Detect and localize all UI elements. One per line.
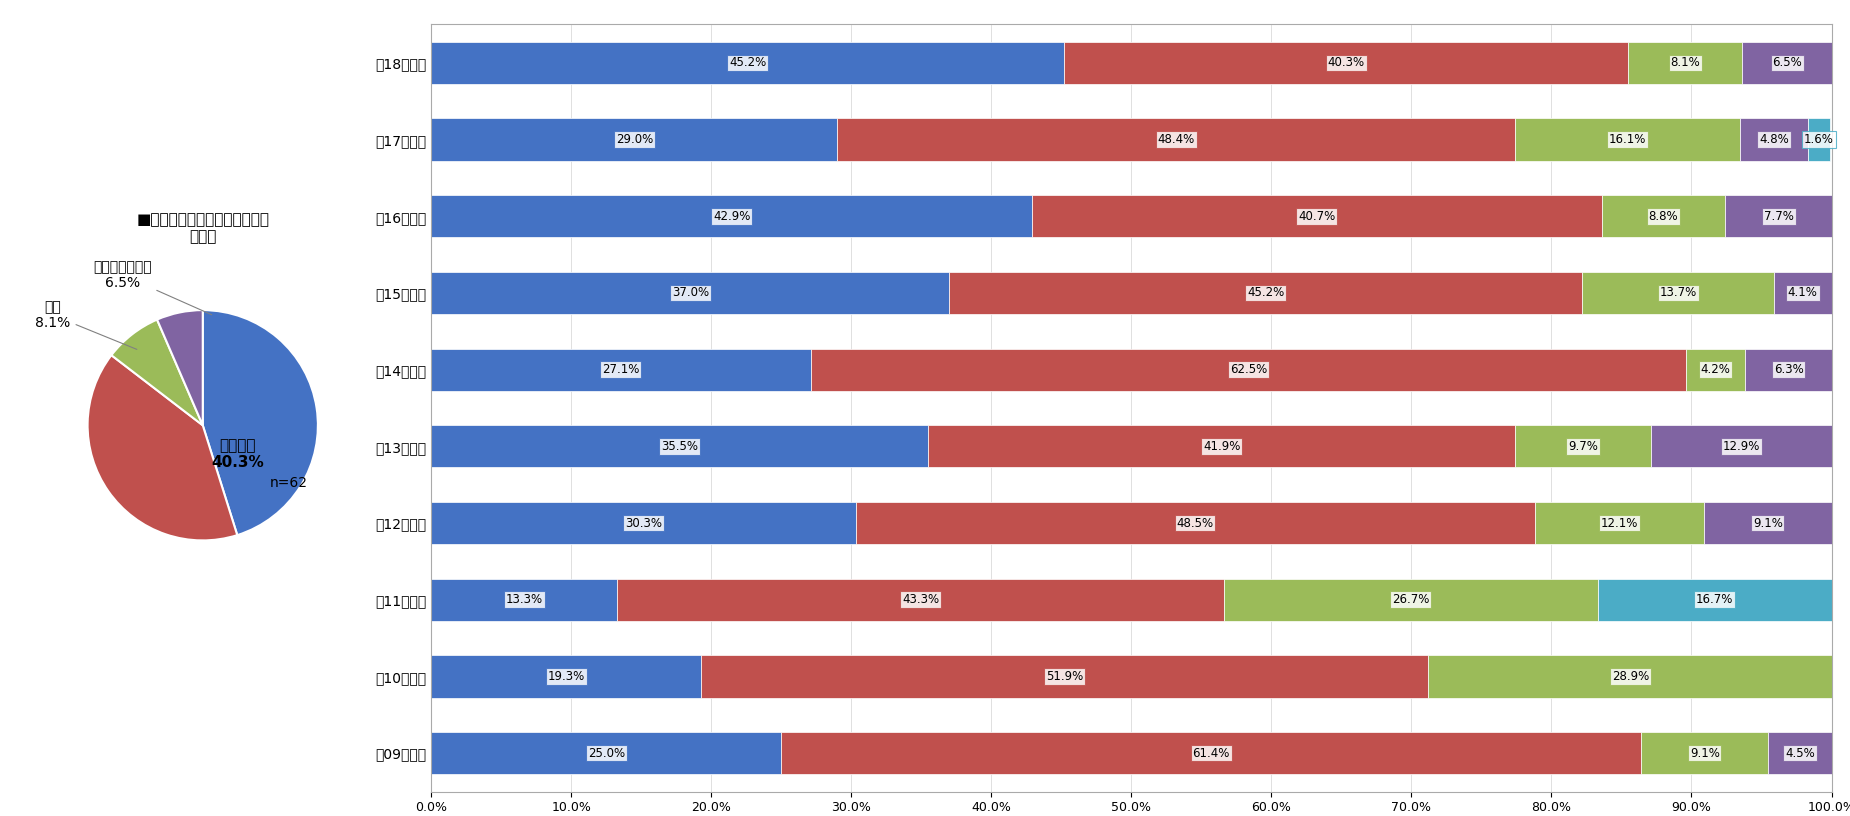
Text: 37.0%: 37.0% [672, 286, 709, 299]
Bar [1685, 348, 1745, 391]
Bar [810, 348, 1685, 391]
Text: 4.1%: 4.1% [1787, 286, 1819, 299]
Bar [1598, 579, 1832, 621]
Bar [1515, 425, 1650, 468]
Text: 61.4%: 61.4% [1193, 747, 1230, 760]
Wedge shape [157, 310, 204, 425]
Bar [431, 348, 810, 391]
Text: 27.1%: 27.1% [603, 363, 640, 376]
Bar [1745, 348, 1833, 391]
Text: 51.9%: 51.9% [1047, 670, 1084, 683]
Text: 62.5%: 62.5% [1230, 363, 1267, 376]
Bar [1724, 195, 1833, 237]
Bar [1641, 732, 1769, 774]
Text: 減少
8.1%: 減少 8.1% [35, 300, 137, 349]
Text: 12.1%: 12.1% [1600, 517, 1637, 530]
Text: 8.8%: 8.8% [1648, 210, 1678, 223]
Text: 41.9%: 41.9% [1202, 440, 1240, 453]
Bar [431, 42, 1064, 84]
Bar [838, 118, 1515, 161]
Text: 検討中（未定）
6.5%: 検討中（未定） 6.5% [92, 259, 211, 315]
Text: 29.0%: 29.0% [616, 133, 653, 146]
Bar [1032, 195, 1602, 237]
Text: 12.9%: 12.9% [1722, 440, 1759, 453]
Text: 13.7%: 13.7% [1659, 286, 1696, 299]
Bar [1650, 425, 1832, 468]
Text: 増加
45.2%: 増加 45.2% [94, 532, 148, 564]
Text: 30.3%: 30.3% [625, 517, 662, 530]
Bar [781, 732, 1641, 774]
Bar [1428, 655, 1833, 698]
Bar [701, 655, 1428, 698]
Text: 19.3%: 19.3% [548, 670, 585, 683]
Text: 48.5%: 48.5% [1177, 517, 1214, 530]
Text: 1.6%: 1.6% [1804, 133, 1833, 146]
Text: 9.1%: 9.1% [1752, 517, 1783, 530]
Text: 48.4%: 48.4% [1158, 133, 1195, 146]
Text: 7.7%: 7.7% [1765, 210, 1794, 223]
Text: 16.7%: 16.7% [1696, 593, 1733, 606]
Text: 4.2%: 4.2% [1700, 363, 1730, 376]
Bar [949, 272, 1582, 314]
Bar [1064, 42, 1628, 84]
Bar [1628, 42, 1743, 84]
Bar [1741, 118, 1807, 161]
Text: n=62: n=62 [270, 476, 309, 490]
Title: ■採用予定人数の見通し（単一
回答）: ■採用予定人数の見通し（単一 回答） [137, 212, 270, 245]
Bar [431, 195, 1032, 237]
Bar [1582, 272, 1774, 314]
Bar [929, 425, 1515, 468]
Bar [431, 579, 618, 621]
Bar [1704, 502, 1832, 544]
Text: 40.3%: 40.3% [1328, 56, 1365, 69]
Text: 40.7%: 40.7% [1299, 210, 1336, 223]
Bar [431, 732, 781, 774]
Text: 9.7%: 9.7% [1569, 440, 1598, 453]
Text: 28.9%: 28.9% [1611, 670, 1648, 683]
Text: 35.5%: 35.5% [660, 440, 697, 453]
Bar [431, 502, 855, 544]
Text: 26.7%: 26.7% [1391, 593, 1430, 606]
Text: 42.9%: 42.9% [712, 210, 751, 223]
Wedge shape [111, 320, 204, 425]
Bar [1743, 42, 1833, 84]
Text: 45.2%: 45.2% [729, 56, 766, 69]
Bar [1769, 732, 1832, 774]
Bar [431, 655, 701, 698]
Text: 4.5%: 4.5% [1785, 747, 1815, 760]
Bar [1774, 272, 1832, 314]
Text: 25.0%: 25.0% [588, 747, 625, 760]
Wedge shape [87, 355, 237, 540]
Bar [1602, 195, 1724, 237]
Bar [855, 502, 1536, 544]
Text: 16.1%: 16.1% [1610, 133, 1646, 146]
Text: 45.2%: 45.2% [1247, 286, 1284, 299]
Text: 8.1%: 8.1% [1671, 56, 1700, 69]
Text: 4.8%: 4.8% [1759, 133, 1789, 146]
Bar [1515, 118, 1741, 161]
Text: 6.5%: 6.5% [1772, 56, 1802, 69]
Bar [431, 425, 929, 468]
Text: 6.3%: 6.3% [1774, 363, 1804, 376]
Bar [431, 272, 949, 314]
Bar [1225, 579, 1598, 621]
Text: 13.3%: 13.3% [505, 593, 542, 606]
Bar [618, 579, 1225, 621]
Wedge shape [204, 310, 318, 535]
Bar [1536, 502, 1704, 544]
Text: 前年並み
40.3%: 前年並み 40.3% [211, 438, 265, 470]
Bar [1807, 118, 1830, 161]
Bar [431, 118, 838, 161]
Text: 9.1%: 9.1% [1689, 747, 1720, 760]
Text: 43.3%: 43.3% [903, 593, 940, 606]
